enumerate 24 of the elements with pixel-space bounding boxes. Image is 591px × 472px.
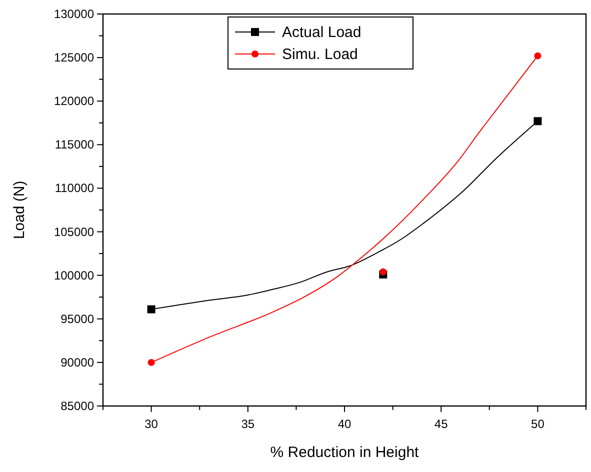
y-tick-label: 95000	[60, 312, 94, 326]
y-tick-label: 120000	[54, 94, 94, 108]
y-tick-label: 115000	[54, 138, 94, 152]
legend-label: Actual Load	[282, 24, 362, 41]
x-tick-label: 45	[434, 417, 448, 431]
x-tick-label: 40	[338, 417, 352, 431]
point	[148, 358, 155, 366]
point	[147, 305, 156, 314]
legend-label: Simu. Load	[282, 46, 358, 63]
x-tick-label: 50	[531, 417, 545, 431]
x-axis-title: % Reduction in Height	[270, 444, 420, 461]
x-tick-label: 35	[241, 417, 255, 431]
y-tick-label: 85000	[60, 399, 94, 413]
y-tick-label: 90000	[60, 355, 94, 370]
y-axis-title: Load (N)	[11, 180, 28, 240]
y-tick-label: 105000	[54, 224, 94, 239]
point	[534, 52, 542, 60]
y-tick-label: 125000	[54, 50, 94, 65]
y-tick-label: 130000	[54, 7, 94, 21]
y-tick-label: 100000	[54, 268, 94, 282]
point	[380, 268, 387, 276]
y-tick-label: 110000	[54, 181, 94, 196]
point	[534, 117, 542, 126]
x-tick-label: 30	[144, 417, 158, 431]
